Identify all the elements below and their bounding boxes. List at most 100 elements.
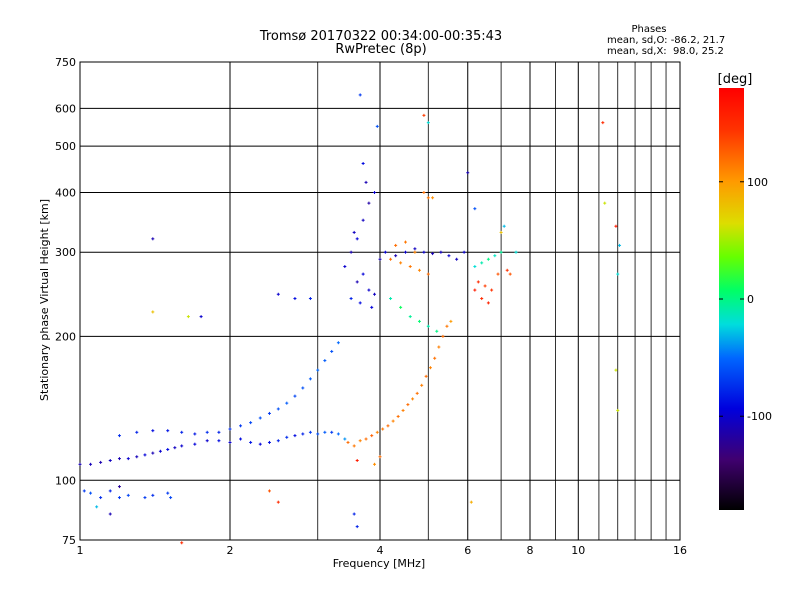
y-tick-label: 300 <box>55 246 76 259</box>
data-point <box>205 430 209 434</box>
data-point <box>228 440 232 444</box>
data-point <box>293 434 297 438</box>
y-tick-label: 750 <box>55 56 76 69</box>
data-point <box>361 272 365 276</box>
x-axis-label: Frequency [MHz] <box>333 557 425 570</box>
data-point <box>355 458 359 462</box>
data-point <box>505 268 509 272</box>
data-point <box>239 437 243 441</box>
y-tick-label: 500 <box>55 140 76 153</box>
data-point <box>378 257 382 261</box>
data-point <box>373 190 377 194</box>
data-point <box>117 485 121 489</box>
data-point <box>158 449 162 453</box>
colorbar: [deg] 100 0 -100 <box>718 72 772 510</box>
data-point <box>217 430 221 434</box>
data-point <box>373 292 377 296</box>
data-point <box>78 462 82 466</box>
data-point <box>349 297 353 301</box>
data-point <box>228 427 232 431</box>
data-point <box>426 121 430 125</box>
data-point <box>389 257 393 261</box>
data-point <box>499 250 503 254</box>
data-point <box>422 113 426 117</box>
data-point <box>361 218 365 222</box>
data-point <box>355 237 359 241</box>
data-point <box>199 315 203 319</box>
data-point <box>343 265 347 269</box>
data-point <box>276 439 280 443</box>
x-axis-ticks: 1 2 4 6 8 10 16 <box>77 544 688 557</box>
data-point <box>180 444 184 448</box>
data-point <box>431 252 435 256</box>
data-point <box>426 196 430 200</box>
data-point <box>426 272 430 276</box>
data-point <box>386 424 390 428</box>
data-point <box>439 250 443 254</box>
colorbar-tick-label: 0 <box>747 293 754 306</box>
data-point <box>205 439 209 443</box>
x-tick-label: 4 <box>377 544 384 557</box>
data-point <box>89 462 93 466</box>
data-point <box>276 292 280 296</box>
data-point <box>406 403 410 407</box>
data-point <box>186 315 190 319</box>
colorbar-label: [deg] <box>718 72 753 87</box>
data-points <box>78 93 622 545</box>
data-point <box>480 297 484 301</box>
data-point <box>301 432 305 436</box>
data-point <box>316 368 320 372</box>
data-point <box>370 434 374 438</box>
data-point <box>486 301 490 305</box>
data-point <box>355 525 359 529</box>
data-point <box>308 430 312 434</box>
data-point <box>381 427 385 431</box>
data-point <box>408 265 412 269</box>
data-point <box>151 237 155 241</box>
data-point <box>616 408 620 412</box>
data-point <box>473 265 477 269</box>
data-point <box>437 345 441 349</box>
data-point <box>358 301 362 305</box>
data-point <box>389 297 393 301</box>
data-point <box>422 250 426 254</box>
data-point <box>399 305 403 309</box>
data-point <box>95 505 99 509</box>
chart-subtitle: RwPretec (8p) <box>335 42 426 57</box>
data-point <box>499 230 503 234</box>
x-tick-label: 16 <box>673 544 687 557</box>
data-point <box>285 435 289 439</box>
data-point <box>99 496 103 500</box>
data-point <box>490 288 494 292</box>
data-point <box>401 408 405 412</box>
y-tick-label: 75 <box>62 534 76 547</box>
data-point <box>166 429 170 433</box>
data-point <box>433 356 437 360</box>
data-point <box>293 394 297 398</box>
data-point <box>601 121 605 125</box>
data-point <box>426 324 430 328</box>
data-point <box>370 305 374 309</box>
data-point <box>108 458 112 462</box>
data-point <box>343 437 347 441</box>
data-point <box>373 462 377 466</box>
data-point <box>336 432 340 436</box>
data-point <box>352 512 356 516</box>
data-point <box>316 432 320 436</box>
data-point <box>82 489 86 493</box>
data-point <box>618 243 622 247</box>
data-point <box>391 419 395 423</box>
y-axis-label: Stationary phase Virtual Height [km] <box>38 199 51 401</box>
data-point <box>361 161 365 165</box>
data-point <box>193 442 197 446</box>
data-point <box>473 207 477 211</box>
data-point <box>396 414 400 418</box>
data-point <box>293 297 297 301</box>
data-point <box>308 297 312 301</box>
x-tick-label: 2 <box>227 544 234 557</box>
data-point <box>285 401 289 405</box>
data-point <box>403 240 407 244</box>
stats-line-x: mean, sd,X: 98.0, 25.2 <box>607 46 724 57</box>
data-point <box>413 247 417 251</box>
